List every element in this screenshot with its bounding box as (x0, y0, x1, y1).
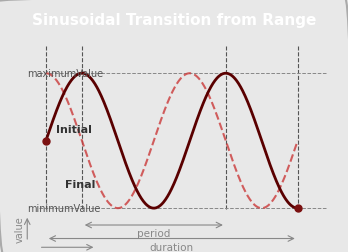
Text: maximumValue: maximumValue (27, 69, 103, 79)
Text: Initial: Initial (56, 124, 92, 134)
Text: value: value (14, 215, 24, 242)
Text: Sinusoidal Transition from Range: Sinusoidal Transition from Range (32, 13, 316, 28)
Text: minimumValue: minimumValue (27, 203, 101, 213)
Text: time: time (56, 251, 79, 252)
Text: duration: duration (150, 242, 194, 252)
Text: period: period (137, 229, 171, 238)
Text: Final: Final (65, 179, 95, 190)
